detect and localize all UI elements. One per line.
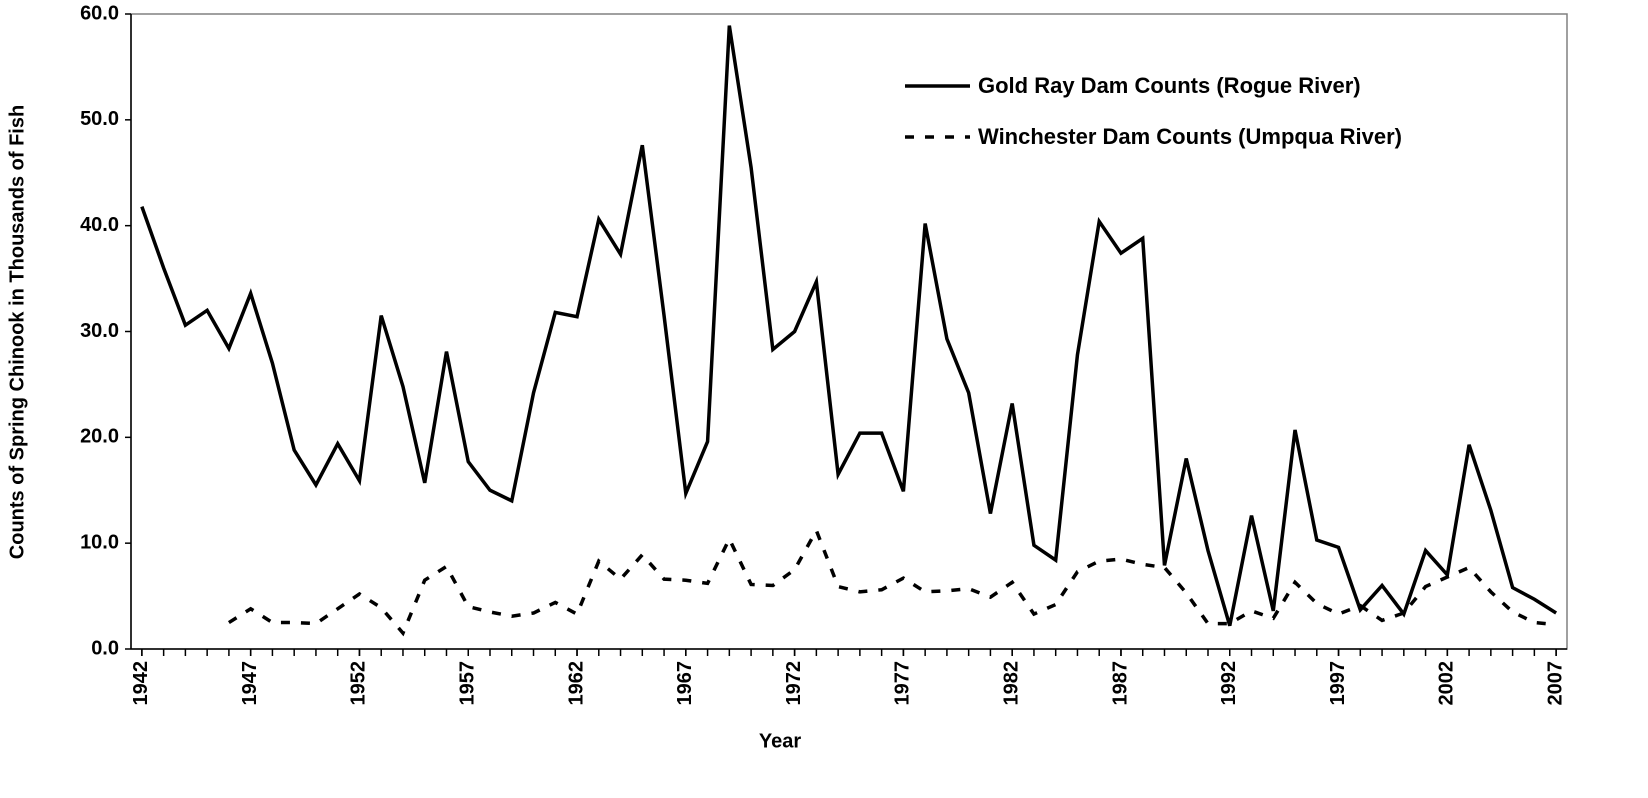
y-tick-label: 30.0 <box>80 320 119 342</box>
y-axis-label: Counts of Spring Chinook in Thousands of… <box>6 105 28 559</box>
x-tick-label: 1962 <box>565 661 587 706</box>
legend-label: Gold Ray Dam Counts (Rogue River) <box>978 73 1361 98</box>
series-line <box>140 25 1558 627</box>
x-tick-label: 1942 <box>130 661 152 706</box>
y-tick-label: 10.0 <box>80 531 119 553</box>
plot-frame <box>130 13 1568 650</box>
x-tick-label: 1972 <box>783 661 805 706</box>
y-tick-label: 40.0 <box>80 214 119 236</box>
series-line <box>227 526 1557 637</box>
x-tick-label: 1997 <box>1327 661 1349 706</box>
y-tick-label: 60.0 <box>80 2 119 24</box>
x-tick-label: 1982 <box>1000 661 1022 706</box>
legend-label: Winchester Dam Counts (Umpqua River) <box>978 124 1402 149</box>
x-tick-label: 2002 <box>1436 661 1458 706</box>
y-tick-label: 0.0 <box>91 637 119 659</box>
x-tick-label: 1977 <box>892 661 914 706</box>
x-tick-label: 1987 <box>1109 661 1131 706</box>
x-tick-label: 1952 <box>348 661 370 706</box>
x-tick-label: 1992 <box>1218 661 1240 706</box>
x-tick-label: 1957 <box>457 661 479 706</box>
x-tick-label: 1967 <box>674 661 696 706</box>
y-tick-label: 20.0 <box>80 426 119 448</box>
y-tick-label: 50.0 <box>80 108 119 130</box>
x-axis-label: Year <box>759 730 801 752</box>
x-tick-label: 1947 <box>239 661 261 706</box>
x-tick-label: 2007 <box>1544 661 1566 706</box>
